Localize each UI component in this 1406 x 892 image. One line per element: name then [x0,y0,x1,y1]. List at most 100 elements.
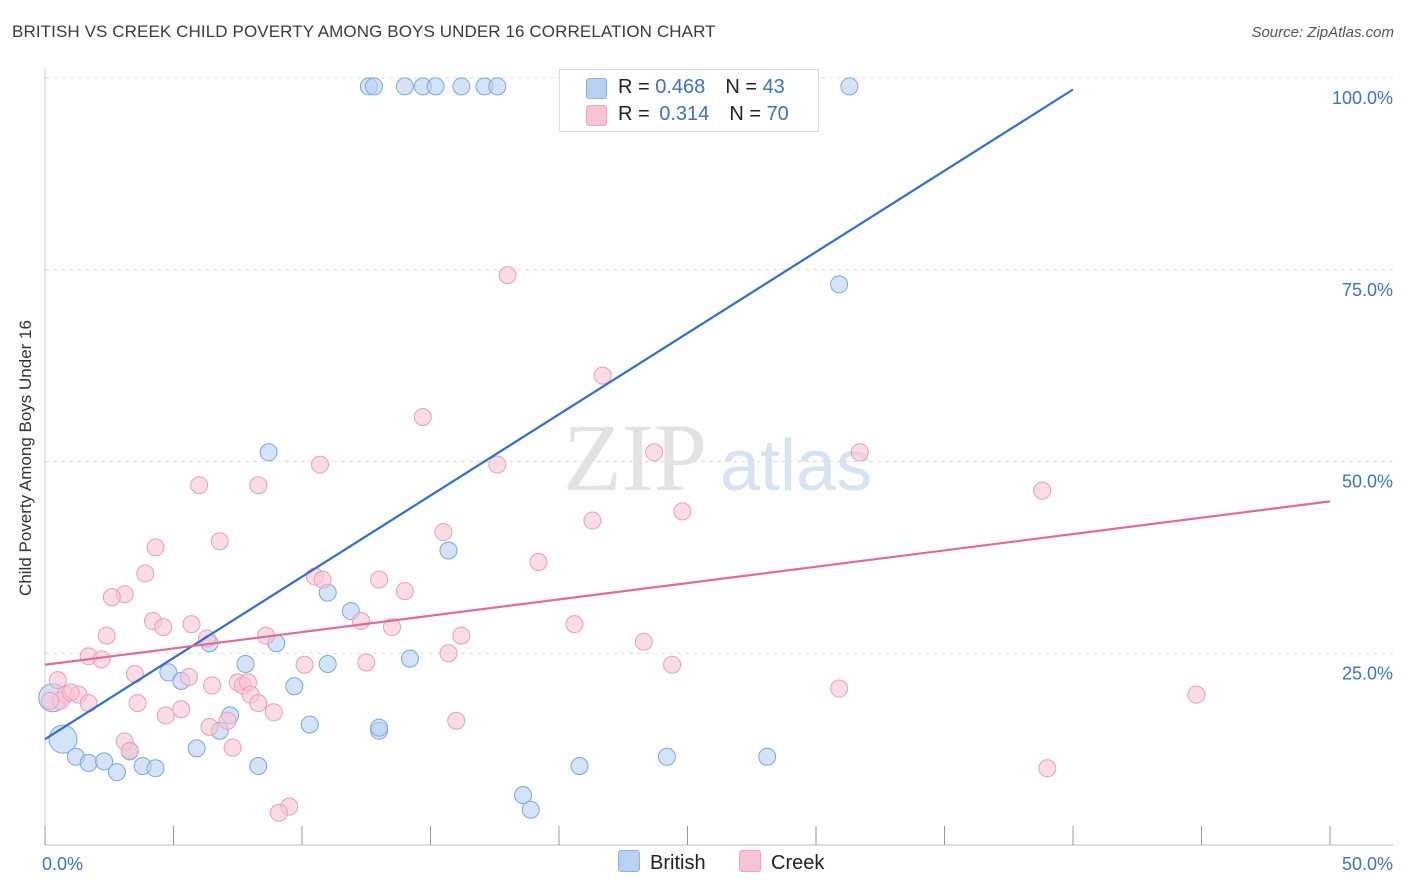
x-tick-label: 50.0% [1342,854,1393,874]
british-swatch [586,78,607,99]
british-point [657,747,676,766]
creek-point [1187,685,1206,704]
creek-point [128,694,147,713]
creek-point [529,552,548,571]
british-stats: R = 0.468 N = 43 [618,76,785,99]
british-trend-line [44,88,1074,741]
creek-point [249,476,268,495]
bottom-legend-creek[interactable]: Creek [739,850,824,875]
watermark: ZIP atlas [563,404,872,511]
british-point [840,77,859,96]
british-point [159,663,178,682]
creek-point [61,683,80,702]
creek-point [210,532,229,551]
creek-point [850,443,869,462]
legend-row-british: R = 0.468 N = 43 [560,73,818,101]
creek-point [447,711,466,730]
british-point [400,649,419,668]
tick-labels: 25.0% 50.0% 75.0% 100.0% 0.0% 50.0% [42,88,1393,874]
british-point [395,77,414,96]
british-point [236,654,255,673]
creek-point [1033,481,1052,500]
x-tick-label: 0.0% [42,854,83,874]
british-point [249,756,268,775]
creek-point [120,741,139,760]
creek-point [313,570,332,589]
british-point [452,77,471,96]
y-axis-label: Child Poverty Among Boys Under 16 [16,320,35,596]
bottom-legend-british[interactable]: British [618,850,706,875]
british-point [146,759,165,778]
british-point [426,77,445,96]
creek-stats: R = 0.314 N = 70 [618,103,789,126]
watermark-atlas: atlas [720,426,872,506]
axis-layer [44,68,1393,846]
british-point [79,753,98,772]
creek-point [673,502,692,521]
points-layer [38,77,1206,822]
creek-point [218,711,237,730]
y-tick-label: 100.0% [1332,88,1393,108]
creek-legend-label: Creek [771,852,825,874]
creek-point [1038,759,1057,778]
creek-point [156,706,175,725]
creek-point [264,703,283,722]
grid-layer [45,77,1393,654]
british-n-value: 43 [762,76,785,98]
creek-point [172,700,191,719]
british-legend-label: British [650,852,706,874]
y-tick-label: 75.0% [1342,280,1393,300]
creek-point [352,612,371,631]
creek-point [97,626,116,645]
creek-trend-line [44,500,1331,666]
creek-point [565,615,584,634]
creek-point [249,694,268,713]
creek-point [357,653,376,672]
creek-point [395,582,414,601]
creek-point [179,668,198,687]
creek-point [634,632,653,651]
correlation-legend: R = 0.468 N = 43 R = 0.314 N = 70 [559,69,819,132]
watermark-zip: ZIP [563,404,707,511]
creek-point [452,626,471,645]
creek-point [269,803,288,822]
creek-r-value: 0.314 [659,103,710,125]
british-point [758,747,777,766]
creek-point [439,644,458,663]
creek-point [382,618,401,637]
creek-point [830,679,849,698]
british-n-label: N = [725,76,763,98]
y-tick-label: 50.0% [1342,472,1393,492]
creek-point [645,443,664,462]
creek-n-value: 70 [766,103,789,125]
british-point [364,77,383,96]
trend-layer [44,88,1331,741]
british-point [488,77,507,96]
creek-point [593,366,612,385]
creek-point [223,738,242,757]
creek-point [583,511,602,530]
british-point [514,786,533,805]
legend-row-creek: R = 0.314 N = 70 [560,100,818,128]
creek-point [434,523,453,542]
y-tick-label: 25.0% [1342,663,1393,683]
creek-point [310,455,329,474]
creek-legend-swatch [739,850,761,872]
british-point [95,752,114,771]
british-point [187,739,206,758]
creek-point [154,618,173,637]
creek-point [370,570,389,589]
british-point [285,677,304,696]
creek-point [48,671,67,690]
british-point [570,756,589,775]
creek-point [125,664,144,683]
creek-point [41,691,60,710]
creek-point [295,655,314,674]
british-legend-swatch [618,850,640,872]
creek-point [488,455,507,474]
creek-point [190,476,209,495]
creek-point [203,676,222,695]
british-point [107,763,126,782]
british-point [439,541,458,560]
british-point [521,800,540,819]
